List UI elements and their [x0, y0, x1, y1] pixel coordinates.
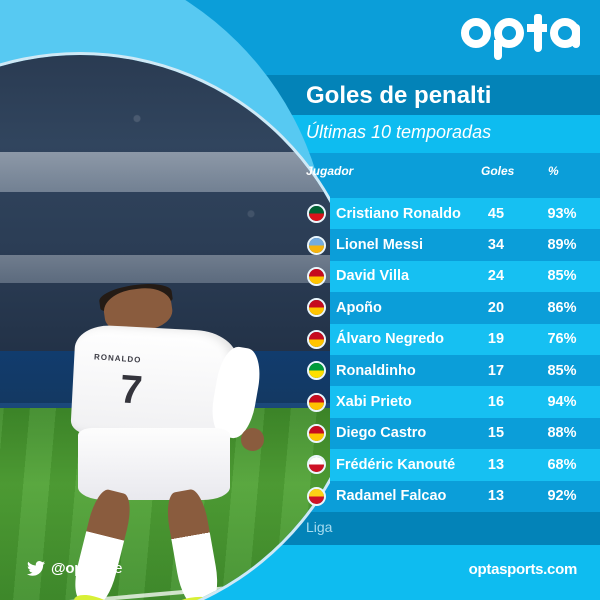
opta-logo-letter-t: [527, 14, 547, 52]
player-percentage: 85%: [547, 362, 577, 379]
player-name: Cristiano Ronaldo: [336, 205, 461, 222]
player-percentage: 85%: [547, 268, 577, 285]
table-row[interactable]: Diego Castro 15 88%: [0, 418, 600, 449]
spain-flag-icon: [307, 266, 326, 286]
player-percentage: 68%: [547, 456, 577, 473]
mali-flag-icon: [307, 455, 326, 475]
player-percentage: 88%: [547, 425, 577, 442]
opta-logo-letter-o: [461, 18, 491, 48]
player-goals: 34: [487, 237, 505, 254]
twitter-handle-light: jose: [95, 560, 123, 577]
table-row[interactable]: Frédéric Kanouté 13 68%: [0, 449, 600, 480]
player-photo-circle: RONALDO 7: [0, 55, 330, 600]
player-name: Ronaldinho: [336, 362, 416, 379]
player-name: Xabi Prieto: [336, 394, 412, 411]
spain-flag-icon: [307, 329, 326, 349]
player-figure: RONALDO 7: [57, 280, 319, 600]
player-hand: [240, 428, 265, 452]
player-goals: 17: [487, 362, 505, 379]
table-row[interactable]: Lionel Messi 34 89%: [0, 229, 600, 260]
player-percentage: 89%: [547, 237, 577, 254]
player-name: David Villa: [336, 268, 410, 285]
colombia-flag-icon: [307, 486, 326, 506]
player-goals: 20: [487, 299, 505, 316]
column-header-percentage: %: [548, 164, 559, 178]
spain-flag-icon: [307, 298, 326, 318]
player-goals: 16: [487, 394, 505, 411]
portugal-flag-icon: [307, 204, 326, 224]
player-name: Lionel Messi: [336, 237, 424, 254]
spain-flag-icon: [307, 423, 326, 443]
table-row[interactable]: Ronaldinho 17 85%: [0, 355, 600, 386]
argentina-flag-icon: [307, 235, 326, 255]
twitter-bird-icon: [27, 561, 45, 576]
stadium-stand-band: [0, 151, 330, 192]
player-name: Diego Castro: [336, 425, 427, 442]
table-row[interactable]: Radamel Falcao 13 92%: [0, 481, 600, 512]
twitter-handle[interactable]: @optajose: [27, 560, 122, 577]
table-row[interactable]: Cristiano Ronaldo 45 93%: [0, 198, 600, 229]
player-percentage: 86%: [547, 299, 577, 316]
brazil-flag-icon: [307, 361, 326, 381]
spain-flag-icon: [307, 392, 326, 412]
player-shorts: [78, 428, 231, 500]
player-goals: 19: [487, 331, 505, 348]
player-name: Frédéric Kanouté: [336, 456, 456, 473]
table-row[interactable]: David Villa 24 85%: [0, 261, 600, 292]
player-photo-artwork: RONALDO 7: [0, 0, 330, 600]
player-goals: 13: [487, 488, 505, 505]
column-header-goals: Goles: [481, 164, 515, 178]
player-percentage: 76%: [547, 331, 577, 348]
player-goals: 13: [487, 456, 505, 473]
opta-logo-letter-a: [550, 18, 580, 48]
player-goals: 24: [487, 268, 505, 285]
player-name: Álvaro Negredo: [336, 331, 444, 348]
page-title: Goles de penalti: [306, 82, 492, 109]
table-row[interactable]: Apoño 20 86%: [0, 292, 600, 323]
player-goals: 45: [487, 205, 505, 222]
player-name: Apoño: [336, 299, 382, 316]
twitter-handle-text: @optajose: [51, 560, 122, 577]
opta-logo-letter-p: [494, 18, 524, 60]
player-percentage: 92%: [547, 488, 577, 505]
table-row[interactable]: Xabi Prieto 16 94%: [0, 386, 600, 417]
twitter-handle-bold: @opta: [51, 560, 96, 577]
column-header-player: Jugador: [306, 164, 354, 178]
page-subtitle: Últimas 10 temporadas: [306, 122, 492, 142]
player-name: Radamel Falcao: [336, 488, 447, 505]
table-row[interactable]: Álvaro Negredo 19 76%: [0, 324, 600, 355]
player-percentage: 94%: [547, 394, 577, 411]
opta-logo: [461, 14, 580, 60]
player-goals: 15: [487, 425, 505, 442]
website-url[interactable]: optasports.com: [468, 561, 578, 578]
stadium-stand-band: [0, 254, 330, 283]
competition-label: Liga: [306, 519, 333, 535]
player-percentage: 93%: [547, 205, 577, 222]
